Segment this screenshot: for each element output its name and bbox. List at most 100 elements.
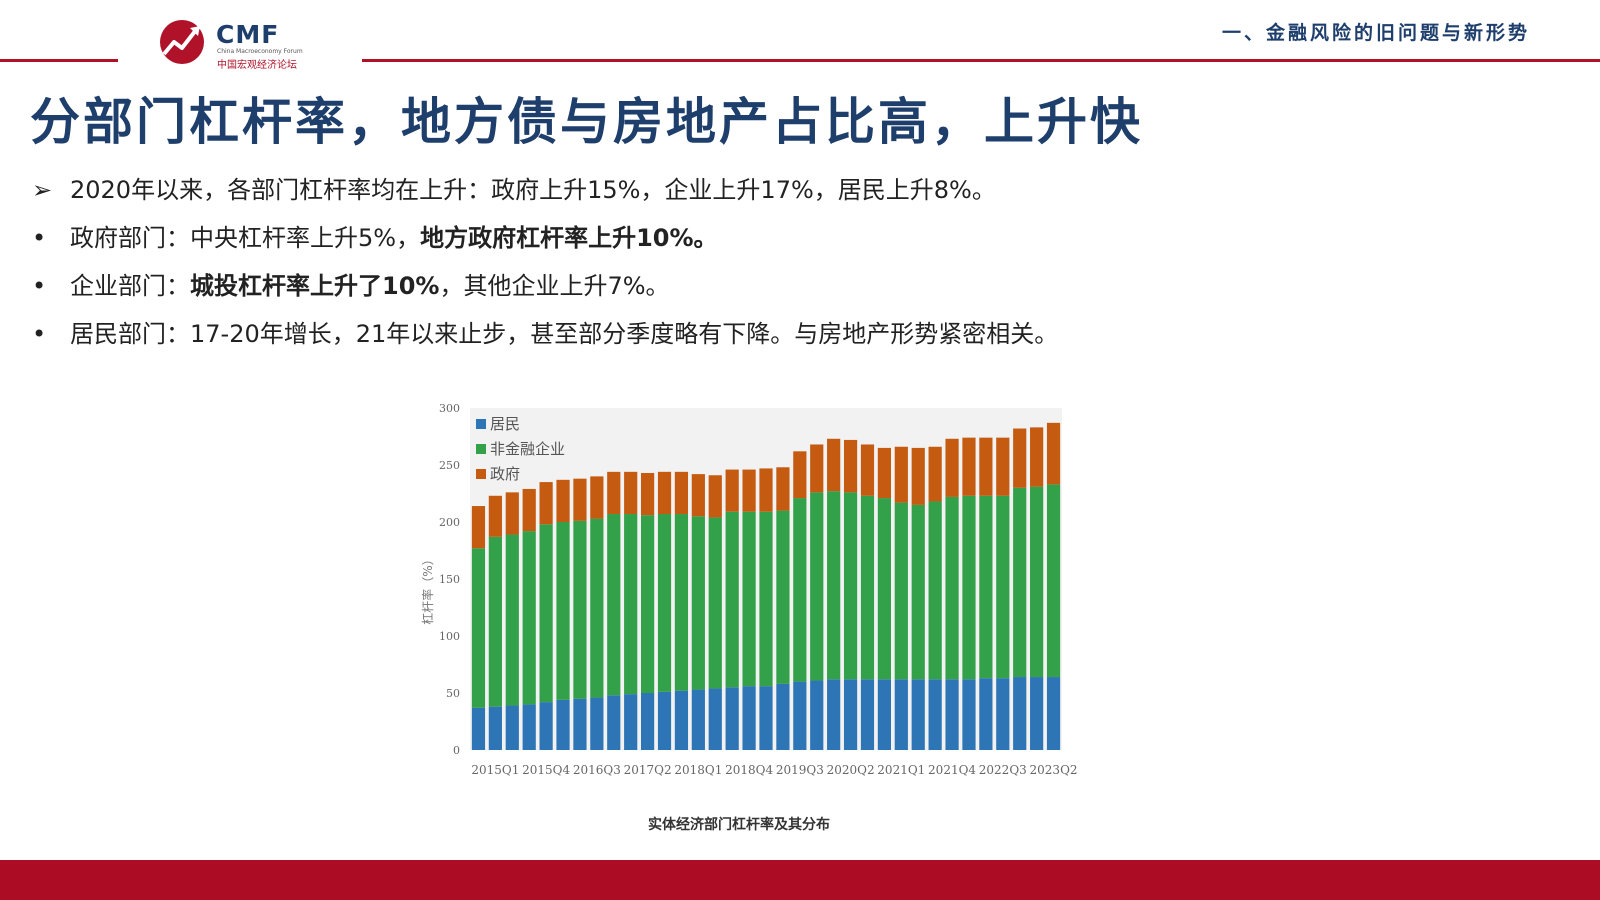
bar-corporate <box>945 496 959 680</box>
bar-corporate <box>877 498 891 680</box>
bar-government <box>759 468 773 512</box>
bar-government <box>488 495 502 537</box>
bar-corporate <box>793 498 807 682</box>
bar-government <box>573 478 587 521</box>
bar-corporate <box>691 516 705 690</box>
y-axis-label: 杠杆率（%） <box>420 553 435 624</box>
x-tick-label: 2021Q4 <box>928 763 976 777</box>
bar-household <box>860 679 875 750</box>
bar-government <box>590 476 604 519</box>
logo-text: CMF <box>216 20 280 49</box>
bar-government <box>674 471 689 515</box>
bar-household <box>979 678 993 750</box>
legend-label: 居民 <box>490 415 520 433</box>
x-tick-label: 2023Q2 <box>1030 763 1078 777</box>
bar-government <box>1013 428 1027 488</box>
bar-government <box>691 474 705 517</box>
bar-corporate <box>607 514 621 696</box>
bar-government <box>624 471 638 515</box>
bar-government <box>556 479 570 522</box>
bar-corporate <box>488 536 502 707</box>
bar-corporate <box>979 495 993 679</box>
bar-corporate <box>742 511 756 687</box>
bar-government <box>522 488 536 532</box>
bar-household <box>674 690 689 750</box>
bar-household <box>607 695 621 750</box>
bar-government <box>607 471 621 515</box>
legend-label: 非金融企业 <box>490 440 565 458</box>
bar-government <box>860 444 875 496</box>
bar-corporate <box>1046 484 1061 678</box>
bar-corporate <box>759 511 773 687</box>
bar-household <box>641 693 655 750</box>
bar-corporate <box>725 511 739 688</box>
footer-bar <box>0 860 1600 900</box>
bar-household <box>742 686 756 750</box>
leverage-stacked-bar-chart: 0 50 100 150 200 250 300 杠杆率（%） 2015Q1 2015Q4 2016… <box>420 402 1078 777</box>
bar-corporate <box>996 495 1010 679</box>
bar-household <box>624 694 638 750</box>
x-tick-label: 2018Q4 <box>725 763 773 777</box>
bar-government <box>843 439 858 493</box>
bar-household <box>590 697 604 750</box>
cmf-logo-icon <box>160 20 204 64</box>
bar-corporate <box>471 548 486 708</box>
bar-corporate <box>894 502 908 680</box>
bar-government <box>657 471 672 515</box>
header-rule-right <box>362 59 1600 62</box>
logo-english-name: China Macroeconomy Forum <box>217 48 303 55</box>
bar-corporate <box>674 514 689 691</box>
y-tick-label: 50 <box>446 687 460 700</box>
bar-government <box>996 437 1010 496</box>
bar-government <box>505 492 519 535</box>
bar-corporate <box>843 492 858 680</box>
bar-household <box>1030 677 1044 750</box>
header-rule-left <box>0 59 118 62</box>
y-tick-label: 250 <box>439 459 460 472</box>
bar-household <box>894 679 908 750</box>
bar-government <box>894 446 908 503</box>
bar-corporate <box>928 501 942 680</box>
bullet-text-tail: ，其他企业上升7%。 <box>439 272 670 300</box>
bar-government <box>810 444 824 493</box>
bar-corporate <box>590 518 604 698</box>
y-tick-label: 200 <box>439 516 460 529</box>
bullet-text: 2020年以来，各部门杠杆率均在上升：政府上升15%，企业上升17%，居民上升8… <box>70 176 996 204</box>
bullet-item: ➢ 2020年以来，各部门杠杆率均在上升：政府上升15%，企业上升17%，居民上升… <box>30 166 1058 214</box>
bar-household <box>827 679 841 750</box>
bullet-item: • 政府部门：中央杠杆率上升5%，地方政府杠杆率上升10%。 <box>30 214 1058 262</box>
bar-corporate <box>911 504 925 680</box>
bar-corporate <box>505 534 519 706</box>
bar-household <box>793 681 807 750</box>
dot-bullet-icon: • <box>32 320 47 348</box>
bar-household <box>573 698 587 750</box>
bar-corporate <box>641 515 655 693</box>
cmf-logo: CMF China Macroeconomy Forum 中国宏观经济论坛 <box>158 18 358 71</box>
bar-corporate <box>657 514 672 692</box>
bar-household <box>1013 677 1027 750</box>
bar-household <box>522 704 536 750</box>
x-tick-label: 2017Q2 <box>624 763 672 777</box>
y-tick-label: 300 <box>439 402 460 415</box>
bar-government <box>742 469 756 512</box>
bar-government <box>1046 422 1061 485</box>
arrow-bullet-icon: ➢ <box>32 176 53 204</box>
bar-corporate <box>1030 486 1044 678</box>
y-tick-label: 0 <box>453 744 460 757</box>
bullet-text: 居民部门：17-20年增长，21年以来止步，甚至部分季度略有下降。与房地产形势紧… <box>70 320 1059 348</box>
bar-government <box>962 437 976 496</box>
x-tick-label: 2016Q3 <box>573 763 621 777</box>
bar-corporate <box>573 520 587 699</box>
legend-swatch <box>476 469 486 479</box>
bar-corporate <box>624 514 638 695</box>
bar-household <box>488 706 502 750</box>
bar-household <box>556 699 570 750</box>
bar-household <box>877 679 891 750</box>
bar-corporate <box>860 495 875 680</box>
bar-government <box>471 506 486 549</box>
bullet-item: • 居民部门：17-20年增长，21年以来止步，甚至部分季度略有下降。与房地产形势… <box>30 310 1058 358</box>
x-tick-label: 2015Q4 <box>522 763 570 777</box>
bar-government <box>793 451 807 499</box>
bar-household <box>759 686 773 750</box>
dot-bullet-icon: • <box>32 272 47 300</box>
